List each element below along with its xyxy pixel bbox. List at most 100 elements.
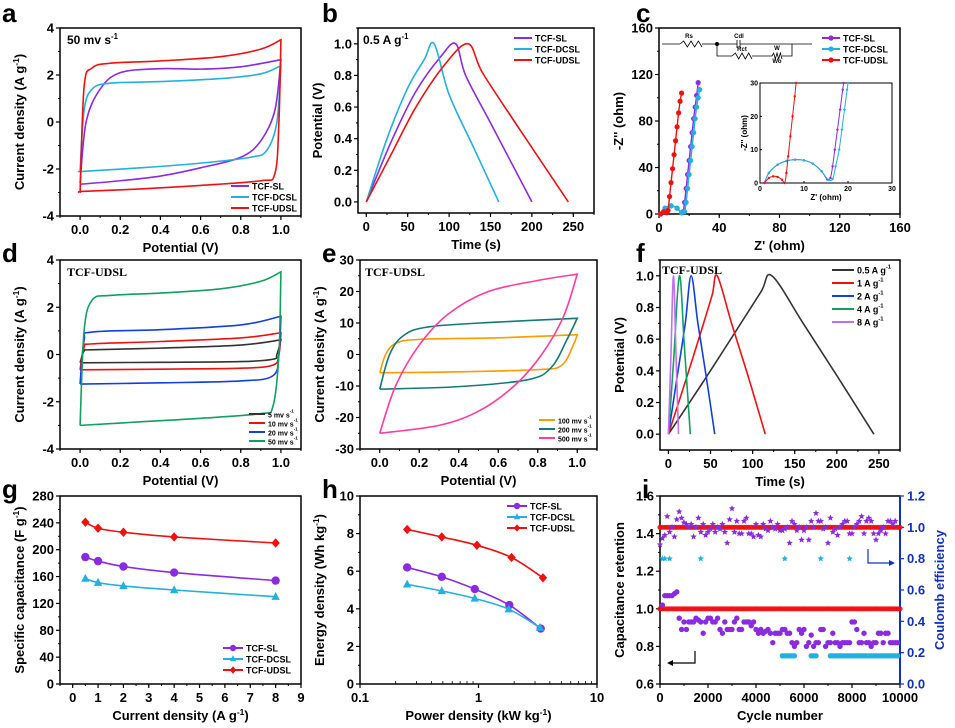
x-tick-label: 150 <box>784 456 806 471</box>
data-point <box>81 517 90 527</box>
data-point <box>764 527 772 534</box>
inset-data-point <box>833 148 836 151</box>
data-point <box>687 520 695 527</box>
y-tick-label: 160 <box>32 569 54 584</box>
y-tick-label: 2 <box>347 639 354 654</box>
y-tick-label: 0.4 <box>334 131 353 146</box>
data-point <box>793 527 801 534</box>
legend-label: 2 A g-1 <box>857 291 884 302</box>
data-point <box>829 528 837 535</box>
inset-data-point <box>820 170 823 173</box>
x-axis-label: Potential (V) <box>441 473 517 488</box>
data-point <box>767 630 774 636</box>
legend-label: 0.5 A g-1 <box>857 265 892 276</box>
legend-label: 1 A g-1 <box>857 278 884 289</box>
legend-label: TCF-UDSL <box>843 56 888 66</box>
annotation: TCF-UDSL <box>662 263 722 277</box>
data-point <box>846 555 853 562</box>
data-point <box>716 525 724 532</box>
series-curve <box>667 275 680 435</box>
data-point <box>786 539 793 546</box>
data-point <box>119 562 128 571</box>
data-point <box>686 171 692 178</box>
legend-label: TCF-SL <box>535 34 567 44</box>
y-tick-label: 0.4 <box>636 363 655 378</box>
y-tick-label: 0.8 <box>334 68 352 83</box>
y-tick-label: 4 <box>47 21 55 36</box>
data-point <box>402 563 412 572</box>
inset-data-point <box>780 178 784 181</box>
data-point <box>897 524 903 530</box>
data-point <box>831 525 839 532</box>
y-axis-label: Energy density (Wh kg-1) <box>311 514 327 666</box>
data-point <box>271 538 280 548</box>
x-tick-label: 0.8 <box>529 455 547 470</box>
data-point <box>827 639 834 646</box>
data-point <box>678 514 685 521</box>
y-tick-label: 1.0 <box>636 268 654 283</box>
legend-label: TCF-UDSL <box>535 56 580 66</box>
x-tick-label: 100 <box>438 219 460 234</box>
data-point <box>271 592 280 600</box>
panel-i: i 0 2000 4000 6000 8000 10000 0.6 0.8 1.0 1.2 1.4 1.… <box>612 474 947 723</box>
data-point <box>767 517 774 524</box>
equivalent-circuit: Rs Cdl Rct W Wo <box>662 34 812 65</box>
data-point <box>437 532 446 542</box>
y-axis-label: Specific capacitance (F g-1) <box>11 506 27 673</box>
y-tick-label: 40 <box>639 160 653 175</box>
x-tick-label: 0.6 <box>192 222 210 237</box>
x-tick-label: 0.0 <box>71 222 89 237</box>
x-tick-label: 8000 <box>838 690 867 705</box>
x-tick-label: 120 <box>829 220 851 235</box>
inset-x-tick-label: 20 <box>844 186 852 193</box>
x-tick-label: 0.8 <box>232 455 250 470</box>
legend-label: 20 mv s-1 <box>268 427 298 438</box>
resistor-rct <box>731 52 753 60</box>
legend-label: TCF-UDSL <box>530 524 575 534</box>
inset-data-point <box>791 115 794 118</box>
x-tick-label: 0 <box>665 456 672 471</box>
data-point <box>733 517 741 524</box>
inset-data-point <box>767 176 770 180</box>
data-point <box>824 539 832 546</box>
data-point <box>678 90 685 96</box>
data-point <box>402 524 412 535</box>
inset-y-tick-label: 20 <box>750 114 758 121</box>
inset-data-point <box>763 181 766 185</box>
x-tick-label: 250 <box>868 456 890 471</box>
series-curve <box>365 41 500 203</box>
x-tick-label: 0.6 <box>192 455 210 470</box>
inset-x-tick-label: 0 <box>758 186 762 193</box>
panel-label: a <box>2 0 17 28</box>
data-point <box>119 527 128 537</box>
data-point <box>661 531 669 538</box>
panel-c: c 0 40 80 120 160 0 40 80 120 160 Z' (ohm) -Z'' (ohm… <box>611 0 911 253</box>
data-point <box>781 555 789 562</box>
series-curve <box>667 274 767 435</box>
y-tick-label: 10 <box>340 489 354 504</box>
data-point <box>747 530 755 537</box>
x-tick-label: 150 <box>480 219 502 234</box>
x-tick-label: 100 <box>742 456 764 471</box>
y-tick-label: 0.6 <box>636 332 654 347</box>
data-point <box>683 199 689 205</box>
y-tick-label: 1.4 <box>636 526 655 541</box>
data-point <box>853 520 861 527</box>
data-point <box>472 540 482 550</box>
y-axis-label: Current density (A g-1) <box>11 54 27 190</box>
data-point <box>663 512 671 520</box>
y-tick-label: 0.6 <box>334 100 352 115</box>
data-point <box>843 517 851 524</box>
inset-data-point <box>843 108 846 111</box>
x-tick-label: 6 <box>221 690 228 705</box>
data-point <box>535 622 545 631</box>
data-point <box>719 520 726 527</box>
data-point <box>878 630 884 636</box>
inset-data-point <box>831 177 834 181</box>
data-point <box>791 653 798 659</box>
series-curve <box>365 42 533 203</box>
data-point <box>791 520 798 527</box>
inset-data-point <box>786 155 790 158</box>
data-point <box>688 157 694 164</box>
